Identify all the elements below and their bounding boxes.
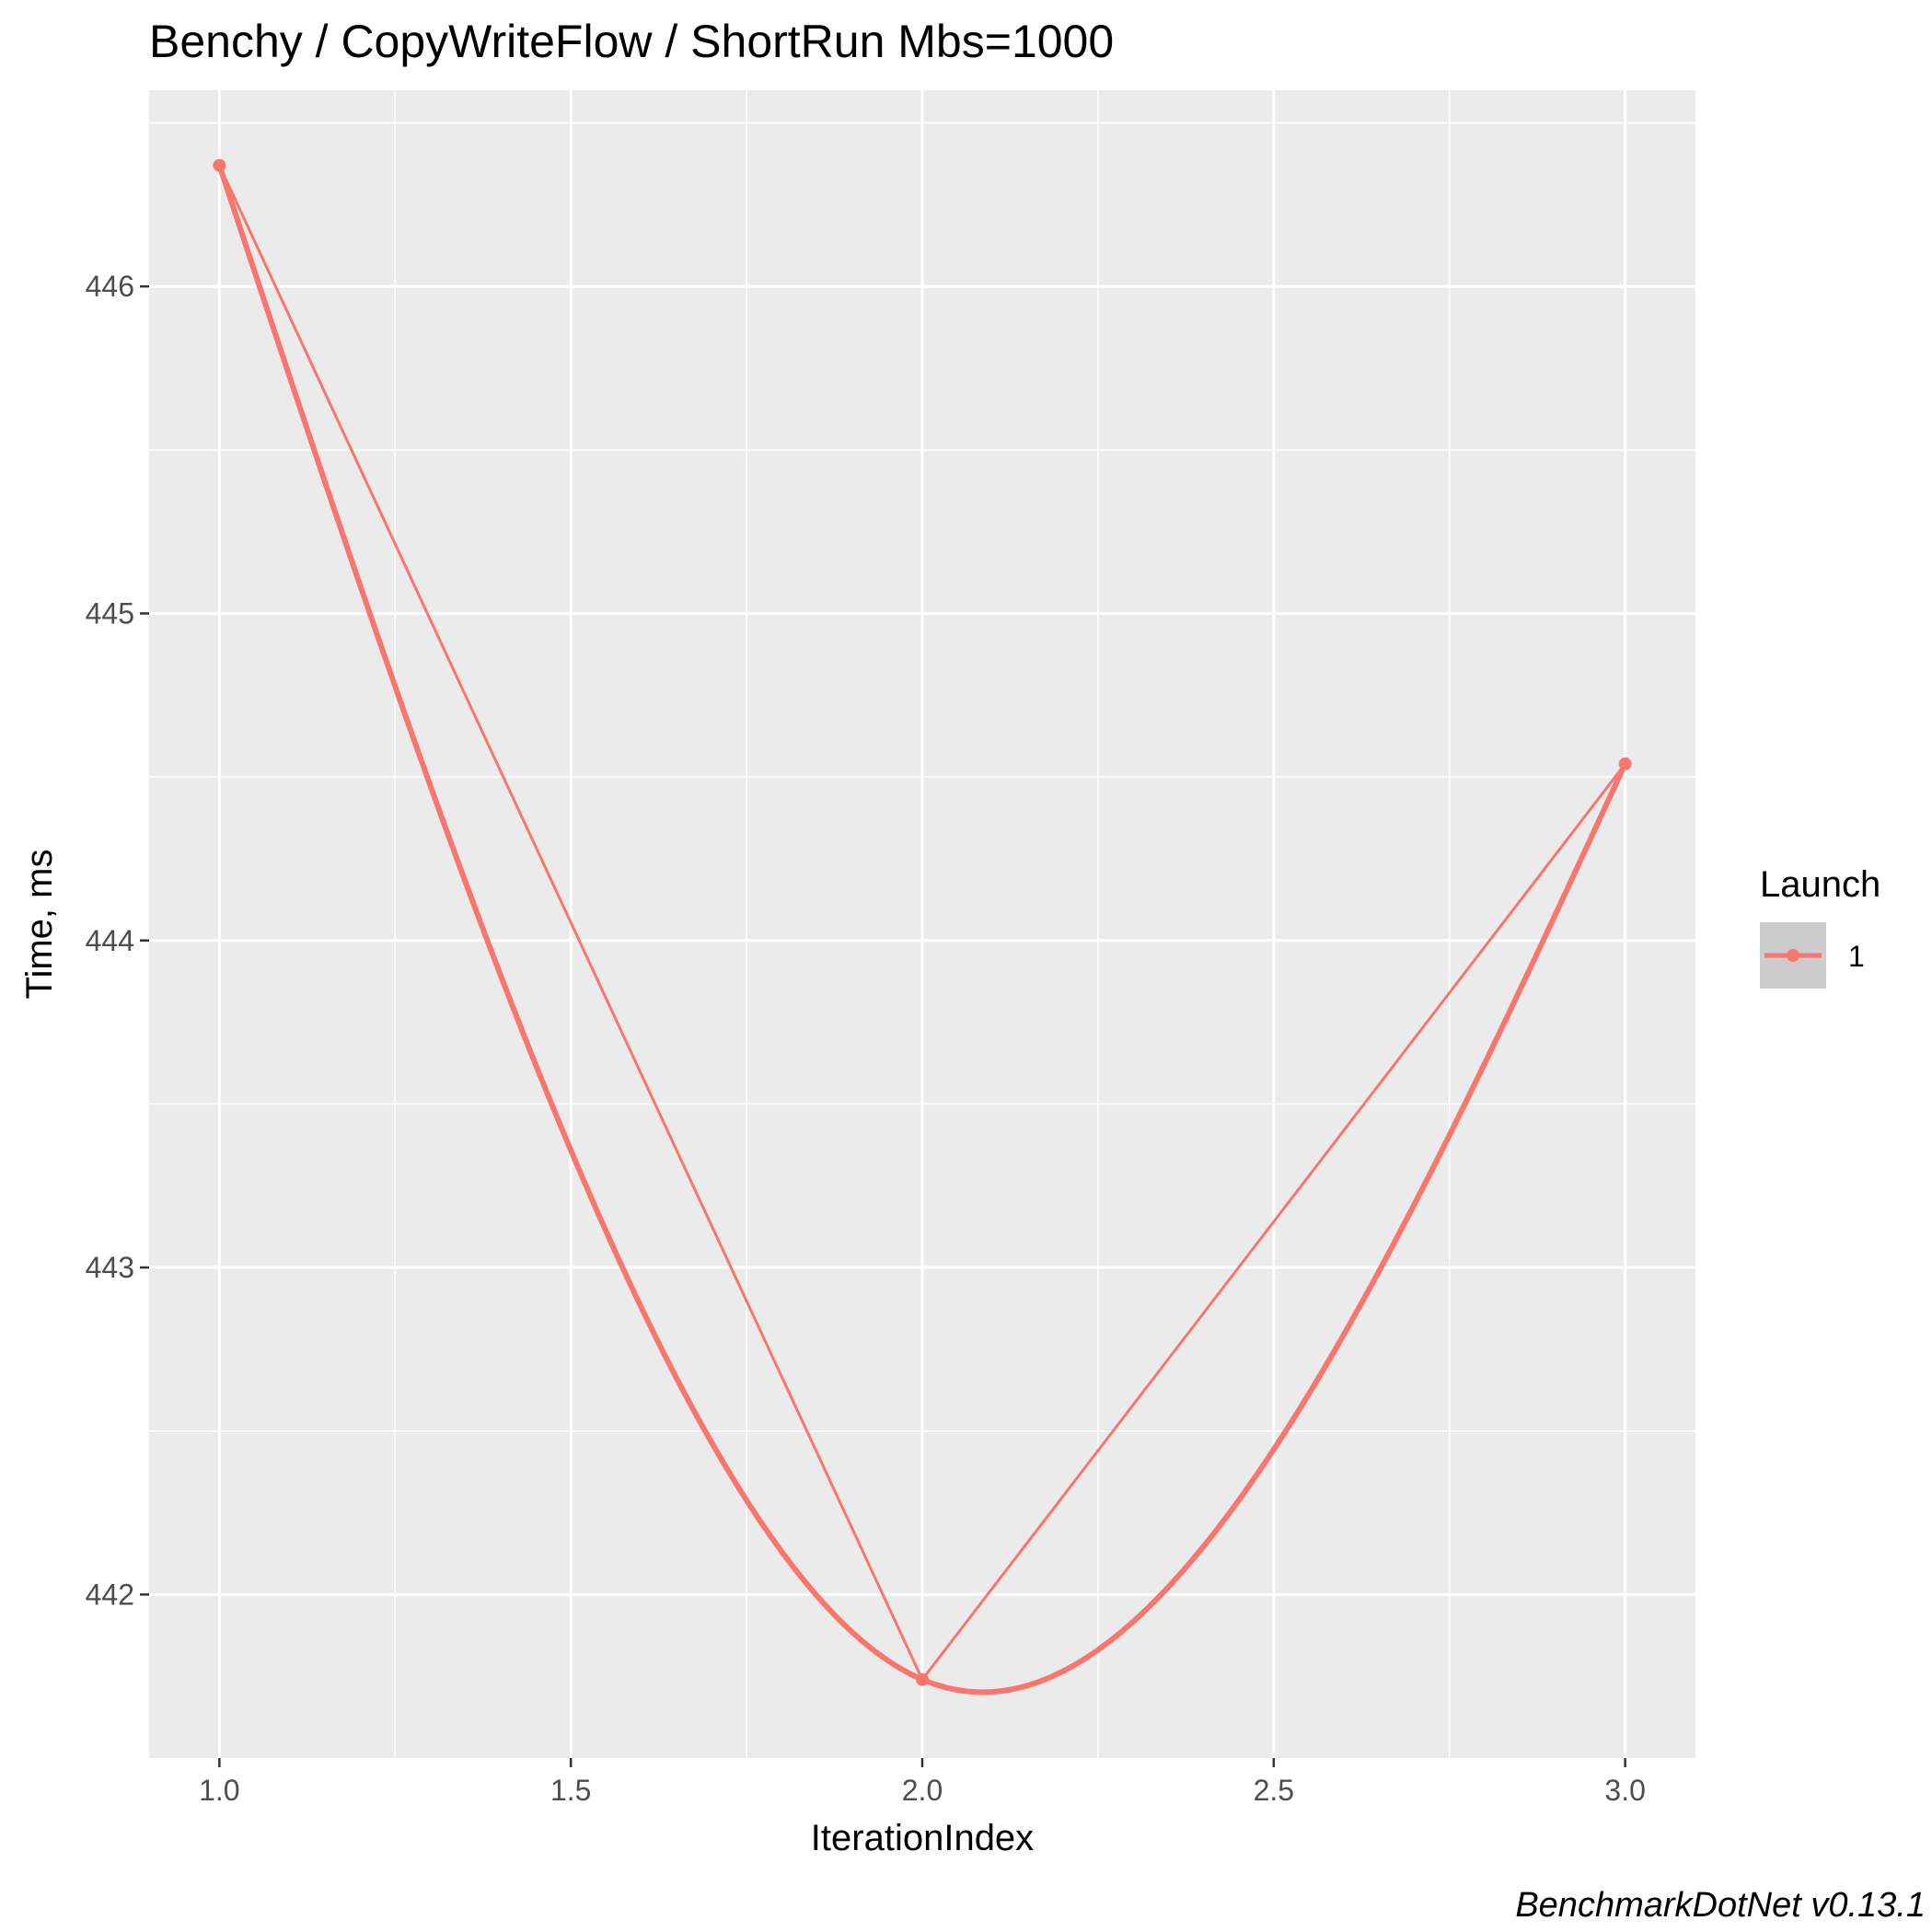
- x-tick-label: 3.0: [1604, 1774, 1645, 1807]
- chart-title: Benchy / CopyWriteFlow / ShortRun Mbs=10…: [149, 16, 1114, 67]
- y-tick-label: 445: [86, 596, 134, 630]
- x-tick-label: 1.5: [550, 1774, 591, 1807]
- series-layer: [213, 158, 1632, 1695]
- y-axis-title: Time, ms: [19, 850, 60, 1000]
- data-point: [916, 1672, 929, 1686]
- caption: BenchmarkDotNet v0.13.1: [1515, 1886, 1926, 1925]
- legend-title: Launch: [1760, 864, 1880, 905]
- legend: Launch 1: [1760, 864, 1880, 989]
- data-point: [1618, 757, 1632, 770]
- x-tick-label: 2.0: [902, 1774, 943, 1807]
- x-tick-label: 2.5: [1254, 1774, 1294, 1807]
- y-tick-label: 444: [86, 924, 134, 957]
- y-tick-label: 446: [86, 270, 134, 303]
- x-axis-title: IterationIndex: [811, 1818, 1034, 1858]
- y-axis: 442 443 444 445 446: [86, 270, 149, 1611]
- legend-label: 1: [1848, 940, 1865, 973]
- y-tick-label: 442: [86, 1578, 134, 1611]
- data-point: [213, 158, 226, 172]
- legend-key-point: [1787, 949, 1799, 962]
- x-axis: 1.0 1.5 2.0 2.5 3.0: [199, 1758, 1646, 1807]
- x-tick-label: 1.0: [199, 1774, 239, 1807]
- y-tick-label: 443: [86, 1251, 134, 1284]
